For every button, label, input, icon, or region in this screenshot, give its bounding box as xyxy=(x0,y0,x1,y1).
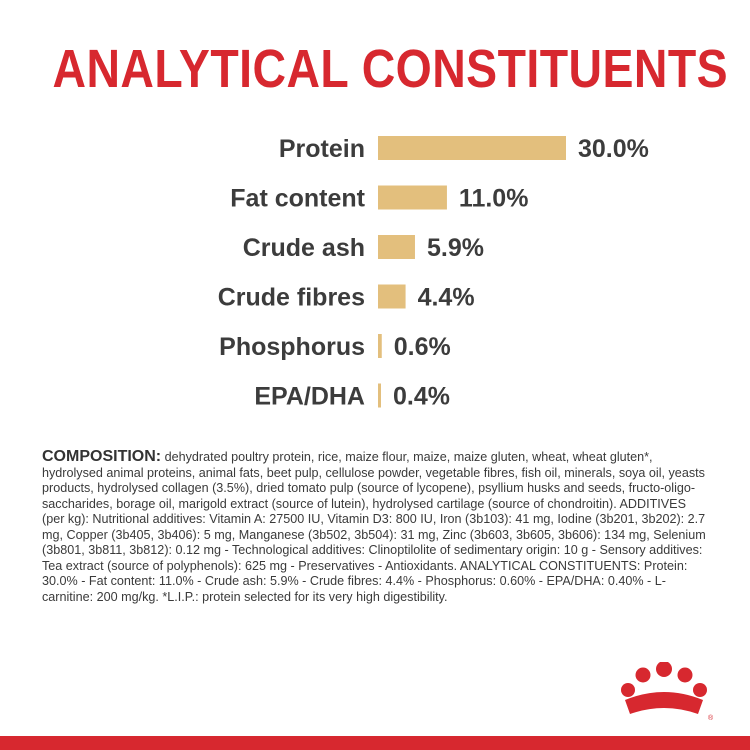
page-title: ANALYTICAL CONSTITUENTS xyxy=(52,39,729,99)
bar-value-3: 4.4% xyxy=(418,284,475,312)
svg-text:®: ® xyxy=(708,714,714,722)
bar-label-2: Crude ash xyxy=(243,234,365,262)
bar-1 xyxy=(378,185,447,210)
bar-label-0: Protein xyxy=(279,135,365,163)
constituents-bar-chart: Protein 30.0% Fat content 11.0% Crude ash 5.9… xyxy=(218,135,649,411)
bar-0 xyxy=(378,136,566,160)
bar-value-0: 30.0% xyxy=(578,135,649,163)
bar-label-4: Phosphorus xyxy=(219,333,365,361)
bar-5 xyxy=(378,383,381,408)
composition-heading: COMPOSITION: xyxy=(42,448,162,465)
bar-value-5: 0.4% xyxy=(393,383,450,411)
bottom-band xyxy=(0,736,750,750)
bar-label-5: EPA/DHA xyxy=(254,383,365,411)
bar-value-1: 11.0% xyxy=(459,185,529,213)
bar-4 xyxy=(378,334,382,358)
composition-body: dehydrated poultry protein, rice, maize … xyxy=(42,450,706,604)
bar-label-1: Fat content xyxy=(230,185,365,213)
bar-value-4: 0.6% xyxy=(394,333,451,361)
bar-3 xyxy=(378,284,406,309)
composition-text: COMPOSITION: dehydrated poultry protein,… xyxy=(42,449,710,605)
bar-label-3: Crude fibres xyxy=(218,284,365,312)
bar-value-2: 5.9% xyxy=(427,234,484,262)
bar-2 xyxy=(378,235,415,259)
crown-logo-icon: ® xyxy=(621,662,714,722)
